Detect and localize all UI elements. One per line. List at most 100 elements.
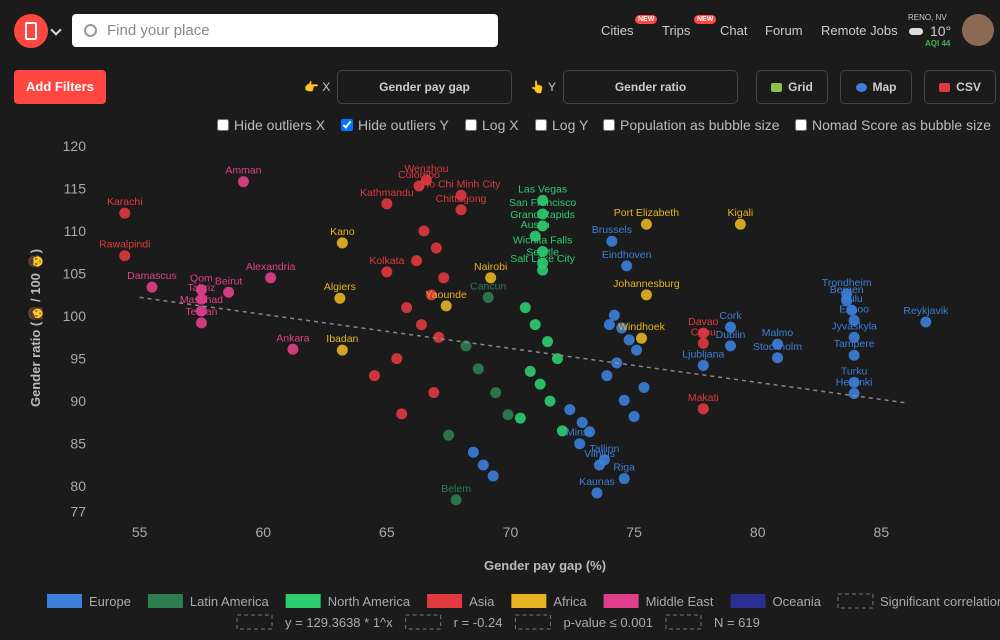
x-tick-label: 60 — [255, 524, 271, 540]
point-label: Wichita Falls — [513, 234, 573, 246]
point — [848, 388, 860, 400]
point-label: Ankara — [276, 332, 309, 344]
y-selector[interactable]: Gender ratio — [563, 70, 738, 104]
point — [537, 220, 549, 232]
checkbox[interactable]: Hide outliers X — [217, 117, 325, 133]
point-label: San Francisco — [509, 197, 576, 209]
point — [920, 316, 932, 328]
point-label: Stockholm — [753, 341, 802, 353]
point — [413, 180, 425, 192]
point-label: Turku — [841, 365, 868, 377]
point-label: Helsinki — [836, 377, 873, 389]
legend-swatch — [603, 594, 639, 608]
checkbox-input[interactable] — [341, 119, 353, 131]
point — [514, 412, 526, 424]
point — [467, 446, 479, 458]
nav-link[interactable]: Remote Jobs — [821, 23, 898, 38]
point-label: Ljubljana — [682, 348, 724, 360]
legend-swatch — [730, 594, 766, 608]
checkbox[interactable]: Nomad Score as bubble size — [795, 117, 991, 133]
checkbox[interactable]: Population as bubble size — [603, 117, 780, 133]
checkbox-label: Hide outliers Y — [358, 117, 449, 133]
checkbox[interactable]: Log X — [465, 117, 519, 133]
point-label: Beirut — [215, 275, 243, 287]
x-selector[interactable]: Gender pay gap — [337, 70, 512, 104]
point — [846, 304, 858, 316]
menu-caret[interactable] — [50, 24, 62, 36]
point — [195, 317, 207, 329]
checkbox[interactable]: Log Y — [535, 117, 588, 133]
point-label: Tabriz — [187, 282, 215, 294]
legend: Europe Latin America North America Asia Afri… — [47, 593, 1000, 609]
legend-swatch — [837, 593, 874, 609]
point-label: Malmo — [762, 327, 794, 339]
point — [841, 295, 853, 307]
nav-link[interactable]: Chat — [720, 23, 748, 38]
checkbox-input[interactable] — [217, 119, 229, 131]
checkbox-input[interactable] — [465, 119, 477, 131]
point — [334, 292, 346, 304]
point-label: Cork — [719, 310, 742, 322]
point — [440, 300, 452, 312]
point — [593, 459, 605, 471]
legend-swatch — [147, 594, 183, 608]
logo[interactable] — [14, 14, 48, 48]
point-label: Reykjavik — [903, 305, 949, 317]
point — [841, 288, 853, 300]
point-label: Kigali — [728, 207, 754, 219]
point — [119, 207, 131, 219]
point — [574, 438, 586, 450]
point — [848, 349, 860, 361]
y-axis-label: Gender ratio (👩 / 100 👨) — [28, 249, 43, 407]
point — [584, 426, 596, 438]
point — [618, 394, 630, 406]
point-label: Windhoek — [618, 321, 665, 333]
point-label: Kano — [330, 226, 355, 238]
point — [477, 459, 489, 471]
point — [418, 225, 430, 237]
point-label: Alexandria — [246, 261, 296, 273]
checkbox-label: Log Y — [552, 117, 589, 133]
point-label: Seattle — [526, 246, 559, 258]
grid-button[interactable]: Grid — [756, 70, 828, 104]
point — [537, 264, 549, 276]
nav-text: Trips — [662, 23, 691, 38]
point-label: Grand Rapids — [510, 209, 575, 221]
checkbox-input[interactable] — [795, 119, 807, 131]
point — [287, 343, 299, 355]
point — [611, 357, 623, 369]
legend-swatch — [47, 594, 82, 608]
point-label: Las Vegas — [518, 183, 567, 195]
point — [482, 291, 494, 303]
point — [542, 336, 554, 348]
point-label: Makati — [688, 392, 719, 404]
point-label: Rawalpindi — [99, 239, 150, 251]
point — [771, 338, 783, 350]
checkbox-input[interactable] — [603, 119, 615, 131]
add-filters-button[interactable]: Add Filters — [14, 70, 106, 104]
nav-link[interactable]: Trips NEW — [662, 15, 717, 38]
point — [551, 353, 563, 365]
avatar[interactable] — [962, 14, 994, 46]
point-label: Salt Lake City — [510, 253, 576, 265]
checkbox[interactable]: Hide outliers Y — [341, 117, 449, 133]
checkbox-label: Nomad Score as bubble size — [812, 117, 991, 133]
legend-label: North America — [328, 594, 411, 609]
stat-text: r = -0.24 — [454, 615, 503, 630]
point — [697, 403, 709, 415]
map-button[interactable]: Map — [840, 70, 912, 104]
point — [490, 387, 502, 399]
point — [725, 321, 737, 333]
stat-text: p-value ≤ 0.001 — [563, 615, 653, 630]
x-tick-label: 75 — [626, 524, 642, 540]
csv-button[interactable]: CSV — [924, 70, 996, 104]
point — [771, 352, 783, 364]
point — [195, 293, 207, 305]
button-text: Grid — [788, 80, 813, 94]
search-box[interactable]: Find your place — [72, 14, 498, 47]
nav-link[interactable]: Cities NEW — [601, 15, 658, 38]
point-label: Qom — [190, 273, 213, 285]
nav-link[interactable]: Forum — [765, 23, 803, 38]
point — [524, 365, 536, 377]
checkbox-input[interactable] — [535, 119, 547, 131]
